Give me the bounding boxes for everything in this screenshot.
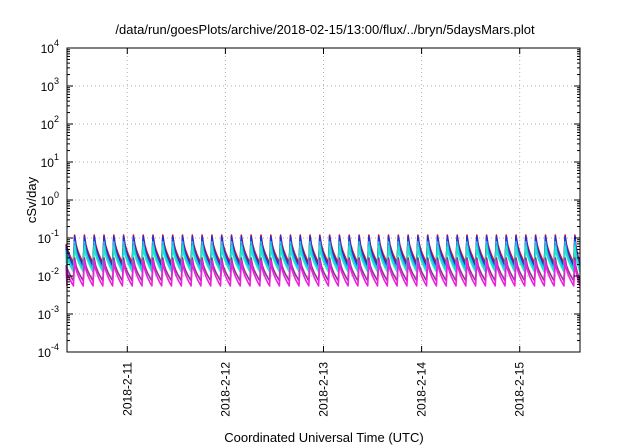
x-tick-label: 2018-2-12 (218, 362, 232, 417)
x-tick-label: 2018-2-15 (513, 362, 527, 417)
x-tick-label: 2018-2-11 (120, 362, 134, 416)
y-tick-label: 101 (41, 152, 59, 170)
y-tick-label: 100 (41, 190, 59, 208)
y-tick-label: 10-4 (38, 342, 59, 360)
x-tick-label: 2018-2-13 (317, 362, 331, 417)
ticks: 10-4 10-3 10-2 10-1 100 101 102 103 104 2018-2-11… (38, 38, 580, 417)
x-tick-label: 2018-2-14 (415, 362, 429, 417)
series-line (65, 260, 581, 287)
x-axis-label: Coordinated Universal Time (UTC) (224, 430, 423, 445)
y-tick-label: 10-2 (38, 266, 59, 284)
series-line (65, 245, 581, 273)
grid (67, 48, 580, 352)
y-tick-label: 10-1 (38, 228, 59, 246)
series-layer (65, 234, 581, 287)
y-tick-label: 103 (41, 76, 59, 94)
y-tick-label: 104 (41, 38, 59, 56)
y-tick-label: 102 (41, 114, 59, 132)
y-axis-label: cSv/day (24, 176, 39, 223)
chart-title: /data/run/goesPlots/archive/2018-02-15/1… (115, 22, 535, 37)
y-tick-label: 10-3 (38, 304, 59, 322)
